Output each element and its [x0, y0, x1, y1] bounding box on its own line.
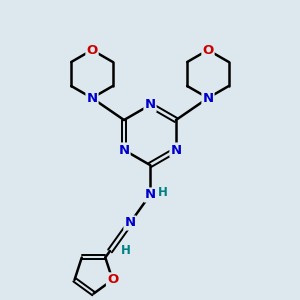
Text: N: N — [144, 188, 156, 202]
Text: N: N — [118, 143, 130, 157]
Text: O: O — [202, 44, 214, 56]
Text: N: N — [202, 92, 214, 104]
Text: H: H — [121, 244, 131, 257]
Text: H: H — [158, 187, 168, 200]
Text: N: N — [86, 92, 98, 104]
Text: N: N — [124, 217, 136, 230]
Text: N: N — [144, 98, 156, 112]
Text: O: O — [107, 273, 118, 286]
Text: N: N — [170, 143, 182, 157]
Text: O: O — [86, 44, 98, 56]
